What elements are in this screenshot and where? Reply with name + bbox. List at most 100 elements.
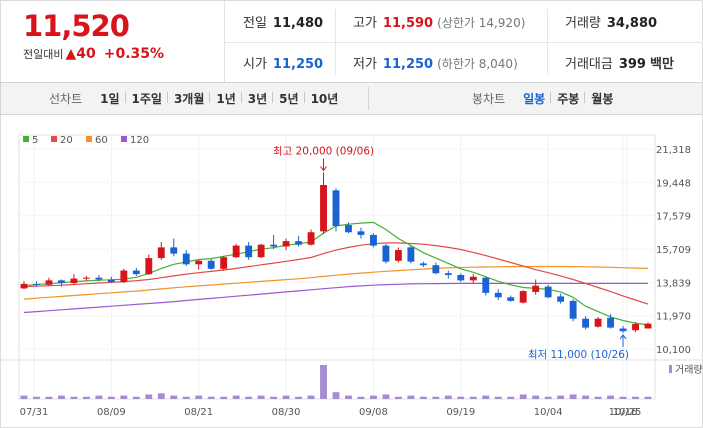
legend-swatch [23,136,29,142]
change-percent: +0.35% [103,46,165,62]
volume-bar [644,396,652,399]
stat-sub: (상한가 14,920) [437,16,526,30]
volume-bar [95,395,103,399]
volume-bar [107,396,115,399]
legend-label: 20 [60,135,73,146]
line_items-6[interactable]: 10년 [303,90,345,107]
volume-bar [157,393,165,399]
low-annotation: 최저 11,000 (10/26) [528,349,629,361]
x-tick-label: 08/09 [97,407,126,418]
high-annotation: 최고 20,000 (09/06) [273,145,374,157]
candle-body [232,245,240,258]
legend-swatch [121,136,127,142]
candle-body [257,244,265,258]
volume-bar [307,395,315,399]
candle-body [407,247,415,262]
line_items-4[interactable]: 3년 [240,90,273,107]
candle-body [357,231,365,235]
candle-body [345,225,352,233]
stat-unit: 백만 [649,57,674,72]
volume-bar [120,395,128,399]
y-tick-label: 11,970 [656,312,691,323]
candle-body [70,278,78,284]
y-tick-label: 21,318 [656,145,691,156]
candle-body [282,241,290,247]
line_items-2[interactable]: 3개월 [166,90,210,107]
volume-bar [482,395,490,399]
candle-body [619,328,627,332]
legend-label: 120 [130,135,149,146]
stats-grid: 전일 11,480 고가 11,590 (상한가 14,920) 거래량 34,880 시가 1… [225,1,703,83]
volume-bar [45,396,53,399]
candle_items-0[interactable]: 일봉 [523,92,546,106]
volume-bar [132,396,140,399]
ma120-line [23,282,648,314]
ma60-line [23,265,649,300]
stat-1: 고가 11,590 (상한가 14,920) [353,12,525,31]
candle-body [557,296,565,302]
volume-bar [544,396,552,399]
volume-bar [182,396,190,399]
stat-0: 전일 11,480 [243,12,323,31]
line_items-3[interactable]: 1년 [209,90,241,107]
candle-body [132,270,140,275]
candle-body [307,232,315,245]
volume-bar [70,396,78,399]
candle-body [332,190,340,226]
x-tick-label: 08/30 [272,407,301,418]
candlestick-chart[interactable]: 21,318 19,448 17,579 15,709 13,839 11,970 10,1… [1,115,703,428]
stock-chart[interactable]: 21,318 19,448 17,579 15,709 13,839 11,970 10,1… [0,115,703,428]
candle-body [632,324,639,331]
volume-bar [33,396,40,399]
line_items-5[interactable]: 5년 [272,90,304,107]
x-tick-label: 08/21 [184,407,213,418]
volume-label: 거래량 [675,364,703,376]
candle-chart-group: 봉차트 일봉 주봉 월봉 [472,83,619,114]
stat-row-divider [225,42,703,43]
x-tick-label: 10/16 [609,407,638,418]
candle-body [145,258,153,275]
legend-label: 5 [32,135,38,146]
candle_items-2[interactable]: 월봉 [584,90,619,107]
candle-body [519,291,527,303]
stat-value: 11,250 [272,57,324,72]
candle-body [457,275,465,281]
stock-summary: 11,520 전일대비 ▲40 +0.35% 전일 11,480 고가 11,590 (상한… [0,0,703,83]
candle-chart-title: 봉차트 [472,92,506,106]
volume-bar [469,396,477,399]
y-tick-label: 17,579 [656,212,691,223]
line_items-1[interactable]: 1주일 [124,90,168,107]
volume-bar [145,394,153,399]
candle-body [207,260,215,269]
candle-body [419,263,427,266]
triangle-up-icon: ▲ [65,46,77,62]
volume-bar [20,395,28,399]
toolbar-divider [368,87,369,110]
candle-body [507,297,515,301]
y-tick-label: 13,839 [656,278,691,289]
volume-bar [582,395,590,399]
line-chart-group: 선차트 1일 1주일 3개월 1년 3년 5년 10년 [49,83,344,114]
stat-label: 저가 [353,57,377,72]
volume-bar [494,396,502,399]
stat-3: 시가 11,250 [243,53,323,72]
x-tick-label: 07/31 [20,407,49,418]
candle-body [382,245,390,262]
change-label: 전일대비 [23,48,64,61]
candle-body [444,273,452,276]
stat-label: 시가 [243,57,267,72]
price-box: 11,520 전일대비 ▲40 +0.35% [1,1,225,83]
ma5-line [23,221,649,326]
stat-label: 거래대금 [565,57,613,72]
stat-value: 11,590 [382,16,434,31]
candle_items-1[interactable]: 주봉 [550,90,585,107]
legend-label: 60 [95,135,108,146]
volume-bar [557,395,565,399]
candle-body [182,253,190,265]
volume-bar [432,396,440,399]
line_items-0[interactable]: 1일 [100,92,120,106]
volume-bar [245,396,253,399]
stat-sub: (하한가 8,040) [437,57,518,71]
stat-4: 저가 11,250 (하한가 8,040) [353,53,518,72]
low-arrow-head [619,334,627,340]
